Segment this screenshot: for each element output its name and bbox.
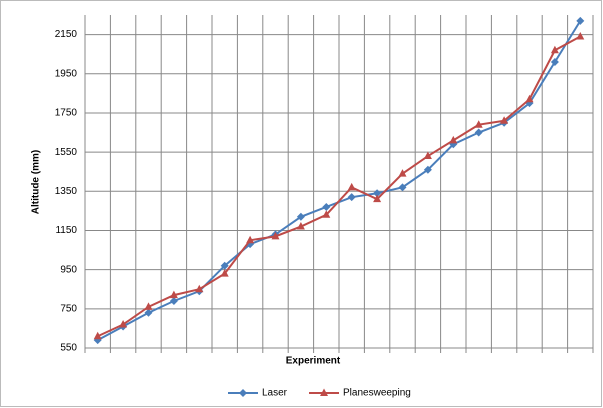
point bbox=[246, 235, 255, 244]
point bbox=[550, 58, 559, 67]
y-tick-label: 750 bbox=[60, 303, 77, 314]
point bbox=[296, 222, 305, 230]
legend-label: Laser bbox=[262, 388, 288, 399]
point bbox=[322, 202, 331, 211]
point bbox=[423, 151, 432, 160]
point bbox=[474, 128, 483, 137]
point bbox=[347, 193, 356, 202]
point bbox=[576, 16, 585, 25]
y-tick-label: 2150 bbox=[55, 29, 78, 40]
point bbox=[347, 182, 356, 191]
y-tick-label: 1350 bbox=[55, 186, 78, 197]
point bbox=[144, 302, 153, 310]
point bbox=[576, 32, 585, 40]
y-tick-label: 1750 bbox=[55, 108, 78, 119]
point bbox=[271, 231, 280, 240]
point bbox=[195, 284, 204, 293]
point bbox=[373, 194, 382, 203]
point bbox=[144, 308, 153, 317]
point bbox=[220, 261, 229, 270]
x-axis-title: Experiment bbox=[286, 356, 341, 367]
point bbox=[398, 169, 407, 177]
series-line bbox=[97, 35, 581, 338]
y-tick-label: 1150 bbox=[55, 225, 77, 236]
y-tick-label: 950 bbox=[60, 264, 77, 275]
legend-marker bbox=[239, 389, 247, 397]
point bbox=[169, 290, 178, 299]
point bbox=[119, 319, 128, 328]
y-axis-title: Altitude (mm) bbox=[31, 150, 42, 214]
y-tick-label: 1950 bbox=[55, 68, 78, 79]
point bbox=[550, 45, 559, 54]
point bbox=[373, 189, 382, 198]
point bbox=[423, 165, 432, 174]
point bbox=[525, 94, 534, 103]
point bbox=[169, 296, 178, 305]
y-tick-label: 550 bbox=[60, 343, 77, 354]
point bbox=[449, 135, 458, 144]
point bbox=[474, 120, 483, 128]
point bbox=[500, 116, 509, 124]
point bbox=[93, 331, 102, 340]
point bbox=[322, 210, 331, 218]
point bbox=[296, 212, 305, 221]
point bbox=[220, 269, 229, 277]
legend-marker bbox=[320, 388, 329, 396]
point bbox=[398, 183, 407, 192]
legend-label: Planesweeping bbox=[343, 388, 411, 399]
y-tick-label: 1550 bbox=[55, 147, 78, 158]
